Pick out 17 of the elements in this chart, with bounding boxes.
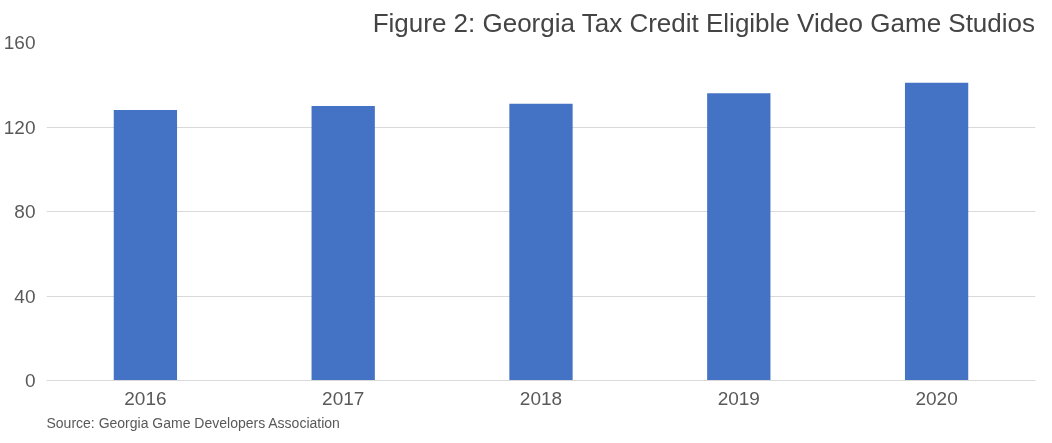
bar	[311, 105, 375, 381]
x-tick-label: 2017	[322, 387, 365, 409]
y-tick-label: 160	[3, 32, 36, 53]
source-note: Source: Georgia Game Developers Association	[46, 414, 340, 431]
x-tick-label: 2016	[124, 387, 167, 409]
y-tick-label: 120	[3, 116, 36, 138]
bar	[113, 110, 178, 381]
x-tick-label: 2020	[915, 387, 958, 409]
x-tick-label: 2019	[717, 387, 760, 409]
y-tick-label: 40	[14, 285, 36, 307]
chart-title: Figure 2: Georgia Tax Credit Eligible Video Game Studios	[372, 7, 1036, 38]
x-tick-label: 2018	[519, 387, 563, 409]
bar	[904, 82, 969, 381]
y-tick-label: 0	[24, 370, 36, 391]
y-tick-label: 80	[14, 201, 36, 222]
bar	[509, 103, 573, 381]
bar	[707, 93, 771, 381]
